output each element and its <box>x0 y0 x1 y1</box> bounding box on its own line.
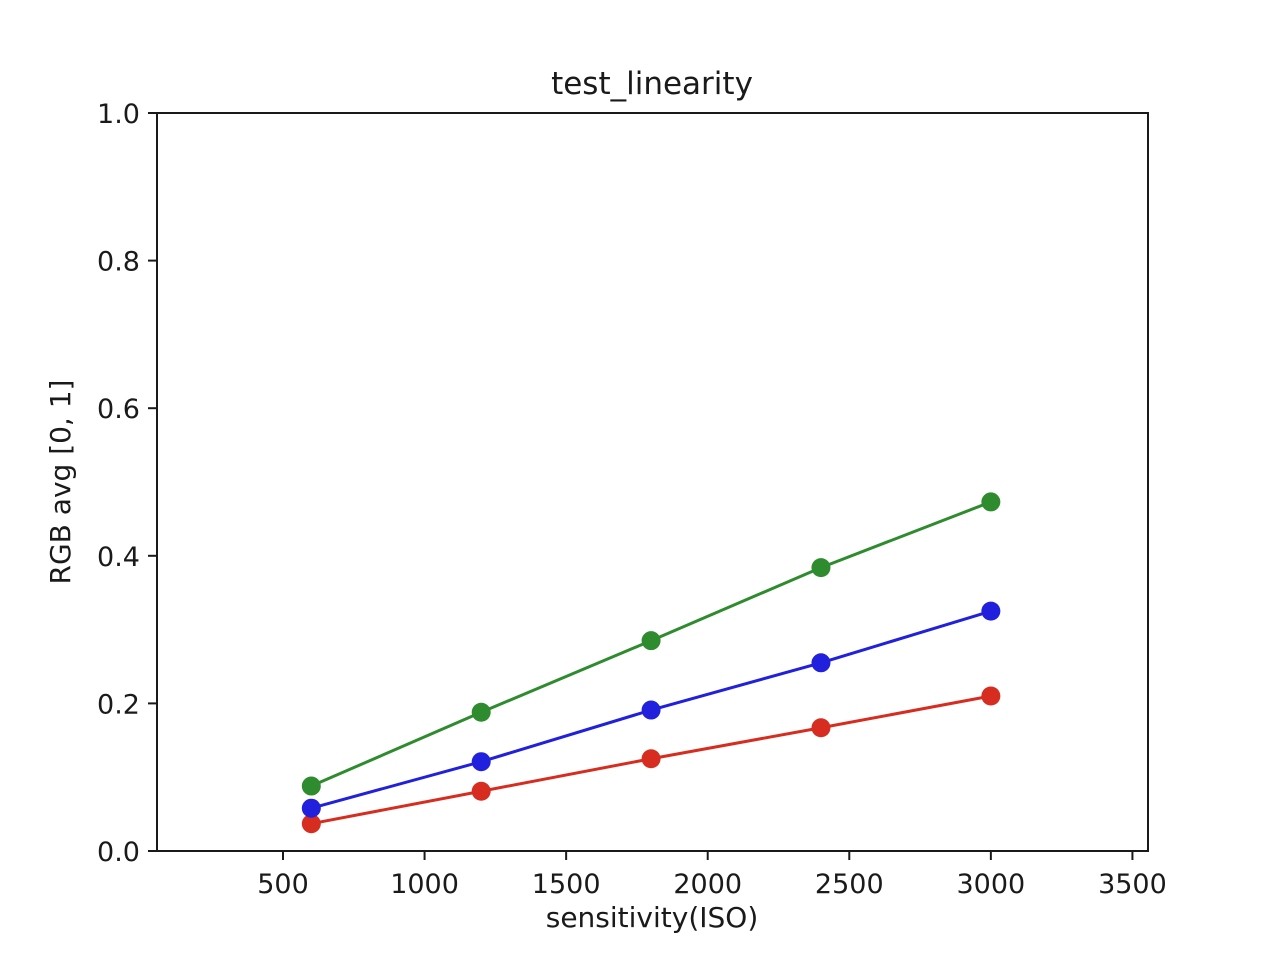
data-point-B-channel-1 <box>471 752 491 772</box>
x-tick-label-2000: 2000 <box>673 869 742 900</box>
data-point-R-channel-1 <box>471 781 491 801</box>
x-tick-label-500: 500 <box>257 869 309 900</box>
data-point-B-channel-2 <box>641 700 661 720</box>
y-tick-label-0.2: 0.2 <box>97 689 140 720</box>
data-point-B-channel-4 <box>981 601 1001 621</box>
data-point-R-channel-3 <box>811 718 831 738</box>
x-tick-label-3500: 3500 <box>1098 869 1167 900</box>
data-point-R-channel-0 <box>301 814 321 834</box>
data-point-B-channel-0 <box>301 798 321 818</box>
x-axis-label: sensitivity(ISO) <box>546 901 759 934</box>
ticks-layer: 500 1000 1500 2000 2500 3000 3500 0.0 0.2 0.4 0.6 0… <box>97 99 1167 900</box>
y-tick-label-1.0: 1.0 <box>97 99 140 130</box>
y-tick-label-0.6: 0.6 <box>97 394 140 425</box>
series-layer <box>301 492 1001 834</box>
x-tick-label-1500: 1500 <box>532 869 601 900</box>
x-tick-label-2500: 2500 <box>815 869 884 900</box>
x-tick-label-1000: 1000 <box>390 869 459 900</box>
y-axis-label: RGB avg [0, 1] <box>44 380 77 585</box>
y-tick-label-0.4: 0.4 <box>97 542 140 573</box>
data-point-R-channel-4 <box>981 686 1001 706</box>
data-point-G-channel-2 <box>641 631 661 651</box>
plot-area-border <box>156 112 1149 852</box>
data-point-G-channel-4 <box>981 492 1001 512</box>
data-point-G-channel-3 <box>811 558 831 578</box>
data-point-B-channel-3 <box>811 653 831 673</box>
y-tick-label-0.8: 0.8 <box>97 247 140 278</box>
chart-title: test_linearity <box>551 66 753 102</box>
data-point-G-channel-1 <box>471 702 491 722</box>
x-tick-label-3000: 3000 <box>956 869 1025 900</box>
data-point-R-channel-2 <box>641 749 661 769</box>
y-tick-label-0.0: 0.0 <box>97 837 140 868</box>
data-point-G-channel-0 <box>301 776 321 796</box>
